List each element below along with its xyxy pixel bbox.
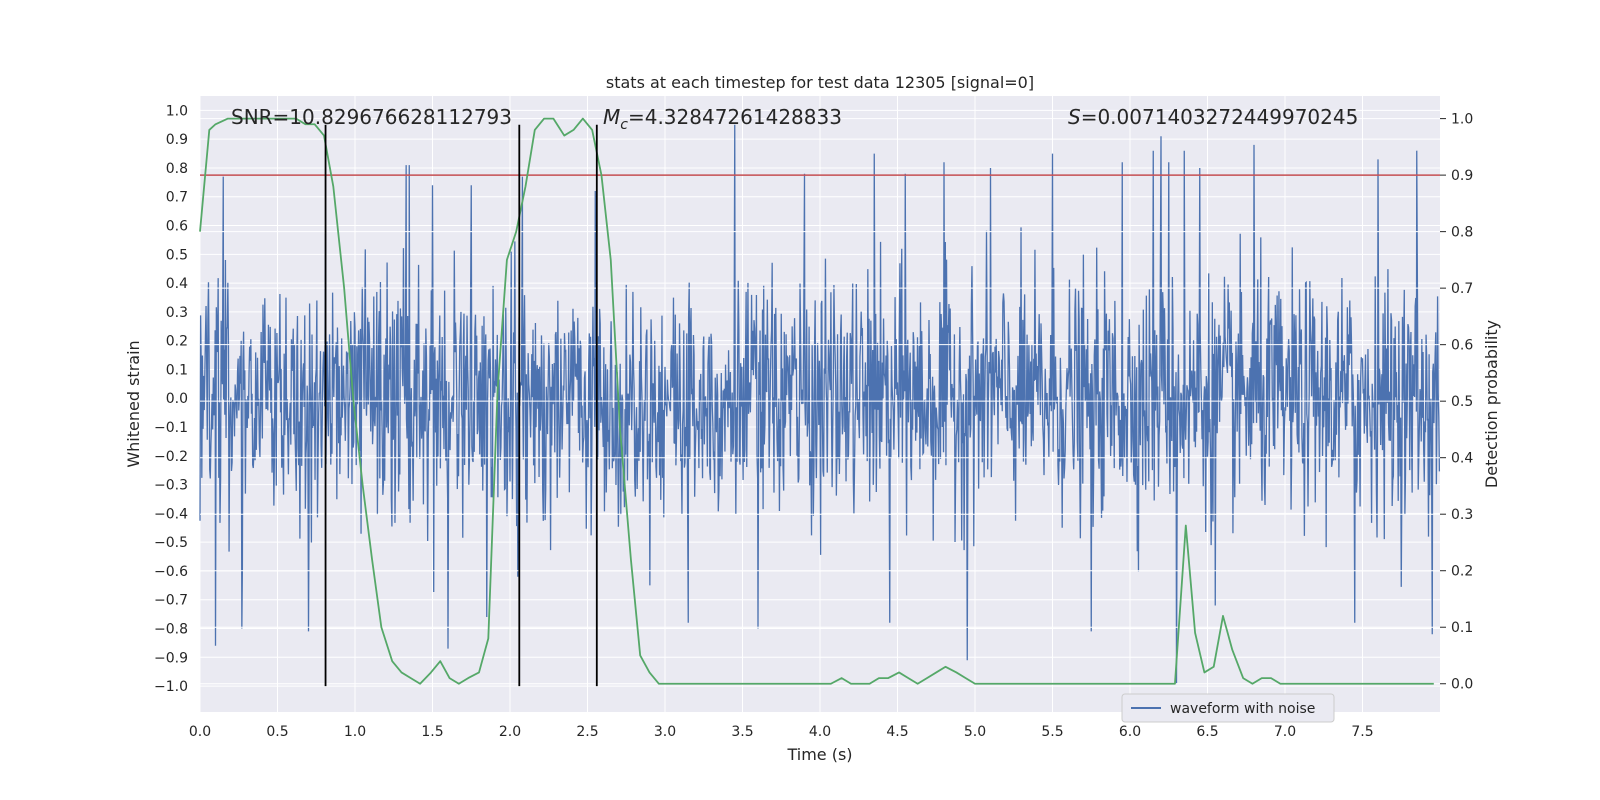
y-tick-label-right: 0.9: [1451, 168, 1473, 184]
y-tick-label-left: −0.2: [154, 449, 188, 465]
y-tick-label-left: 0.0: [166, 391, 188, 407]
y-tick-label-left: −0.8: [154, 622, 188, 638]
x-tick-label: 0.5: [266, 724, 288, 740]
y-tick-label-left: 0.3: [166, 305, 188, 321]
y-tick-label-right: 0.4: [1451, 451, 1473, 467]
x-tick-label: 5.0: [964, 724, 986, 740]
y-tick-label-left: −0.4: [154, 506, 188, 522]
y-tick-label-left: −0.6: [154, 564, 188, 580]
y-tick-label-left: 0.1: [166, 362, 188, 378]
x-tick-label: 4.0: [809, 724, 831, 740]
chirp-mass-annotation: Mc=4.32847261428833: [603, 105, 842, 133]
x-tick-label: 7.0: [1274, 724, 1296, 740]
y-tick-label-right: 0.0: [1451, 677, 1473, 693]
x-tick-label: 5.5: [1041, 724, 1063, 740]
x-tick-label: 1.0: [344, 724, 366, 740]
chirp-mass-subscript: c: [620, 117, 628, 133]
event-lines: [324, 124, 598, 687]
y-tick-label-left: −0.9: [154, 650, 188, 666]
x-tick-label: 6.5: [1196, 724, 1218, 740]
legend: waveform with noise: [1121, 693, 1335, 723]
y-tick-label-right: 0.3: [1451, 507, 1473, 523]
x-axis-ticks: 0.0 0.5 1.0 1.5 2.0 2.5 3.0 3.5 4.0 4.5 5.0 5.5 6.0 6…: [189, 724, 1374, 740]
y-axis-label-right: Detection probability: [1482, 320, 1501, 488]
y-tick-label-left: 0.5: [166, 247, 188, 263]
x-tick-label: 4.5: [886, 724, 908, 740]
y-tick-label-left: 0.4: [166, 276, 188, 292]
x-tick-label: 2.5: [576, 724, 598, 740]
y-tick-label-left: 0.8: [166, 161, 188, 177]
y-tick-label-right: 0.6: [1451, 338, 1473, 354]
y-tick-label-right: 0.5: [1451, 394, 1473, 410]
chirp-mass-value: =4.32847261428833: [628, 105, 842, 129]
y-axis-label-left: Whitened strain: [124, 340, 143, 467]
x-tick-label: 7.5: [1351, 724, 1373, 740]
y-tick-label-right: 0.8: [1451, 225, 1473, 241]
waveform-series: [199, 124, 1441, 684]
y-tick-label-right: 0.2: [1451, 564, 1473, 580]
y-tick-label-left: −1.0: [154, 679, 188, 695]
x-axis-label: Time (s): [786, 745, 852, 764]
chirp-mass-symbol: M: [603, 105, 620, 129]
y-tick-label-right: 0.7: [1451, 281, 1473, 297]
y-tick-label-left: −0.7: [154, 593, 188, 609]
x-tick-label: 2.0: [499, 724, 521, 740]
s-annotation: S=0.0071403272449970245: [1068, 105, 1358, 129]
chart-title: stats at each timestep for test data 123…: [606, 73, 1034, 92]
y-tick-label-left: 0.6: [166, 219, 188, 235]
legend-box: [1121, 693, 1335, 723]
snr-annotation: SNR=10.829676628112793: [231, 105, 512, 129]
y-tick-label-left: 0.2: [166, 334, 188, 350]
right-axis-ticks: 1.0 0.9 0.8 0.7 0.6 0.5 0.4 0.3 0.2 0.1 0.0: [1440, 112, 1473, 693]
y-tick-label-left: 0.7: [166, 190, 188, 206]
x-tick-label: 6.0: [1119, 724, 1141, 740]
left-axis-ticks: 1.0 0.9 0.8 0.7 0.6 0.5 0.4 0.3 0.2 0.1 0.0 −0.1 −0.…: [154, 103, 188, 695]
y-tick-label-left: −0.5: [154, 535, 188, 551]
y-tick-label-left: 0.9: [166, 132, 188, 148]
y-tick-label-left: 1.0: [166, 103, 188, 119]
s-symbol: S: [1068, 105, 1081, 129]
waveform-path: [199, 124, 1441, 684]
x-tick-label: 3.5: [731, 724, 753, 740]
s-value: =0.0071403272449970245: [1081, 105, 1359, 129]
legend-label-waveform: waveform with noise: [1170, 701, 1315, 717]
x-tick-label: 3.0: [654, 724, 676, 740]
x-tick-label: 0.0: [189, 724, 211, 740]
y-tick-label-left: −0.1: [154, 420, 188, 436]
y-tick-label-right: 1.0: [1451, 112, 1473, 128]
right-axis-gridlines: [200, 118, 1440, 685]
probability-series: [199, 117, 1434, 685]
y-tick-label-left: −0.3: [154, 478, 188, 494]
x-tick-label: 1.5: [421, 724, 443, 740]
y-tick-label-right: 0.1: [1451, 620, 1473, 636]
